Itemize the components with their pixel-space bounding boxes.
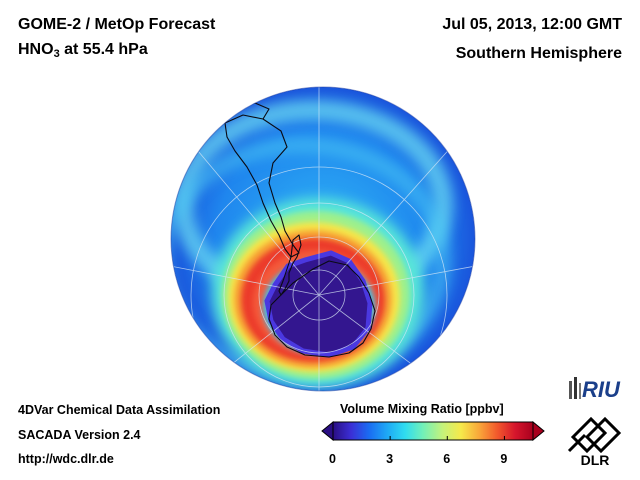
species-subscript: 3 xyxy=(53,48,60,60)
colorbar-high-arrow xyxy=(532,420,545,442)
dlr-logo-text: DLR xyxy=(581,452,610,467)
hemisphere-label: Southern Hemisphere xyxy=(455,45,622,62)
colorbar-tick-label: 6 xyxy=(443,452,451,466)
colorbar-tick-label: 3 xyxy=(386,452,394,466)
colorbar-low-arrow xyxy=(321,420,334,442)
coastline-antarctic-peninsula xyxy=(278,234,302,296)
colorbar xyxy=(321,420,545,442)
title-line-2: HNO3 at 55.4 hPa xyxy=(18,41,148,60)
forecast-date: Jul 05, 2013, 12:00 GMT xyxy=(442,16,622,33)
coastline-south-america xyxy=(224,114,300,258)
pressure-level: at 55.4 hPa xyxy=(59,41,148,58)
vortex-core xyxy=(267,253,370,355)
footer-version: SACADA Version 2.4 xyxy=(18,428,141,442)
colorbar-tick-label: 9 xyxy=(500,452,508,466)
footer-url[interactable]: http://wdc.dlr.de xyxy=(18,452,114,466)
title-line-1: GOME-2 / MetOp Forecast xyxy=(18,16,216,33)
colorbar-tick-label: 0 xyxy=(329,452,336,466)
footer-method: 4DVar Chemical Data Assimilation xyxy=(18,403,221,417)
species-name: HNO xyxy=(18,41,54,58)
dlr-logo: DLR xyxy=(567,416,622,467)
coastline-antarctica xyxy=(268,260,376,358)
colorbar-gradient xyxy=(332,421,534,441)
globe-map xyxy=(170,86,476,392)
riu-logo-text: RIU xyxy=(582,377,621,402)
colorbar-title: Volume Mixing Ratio [ppbv] xyxy=(340,402,504,416)
riu-logo: RIU xyxy=(569,377,621,402)
